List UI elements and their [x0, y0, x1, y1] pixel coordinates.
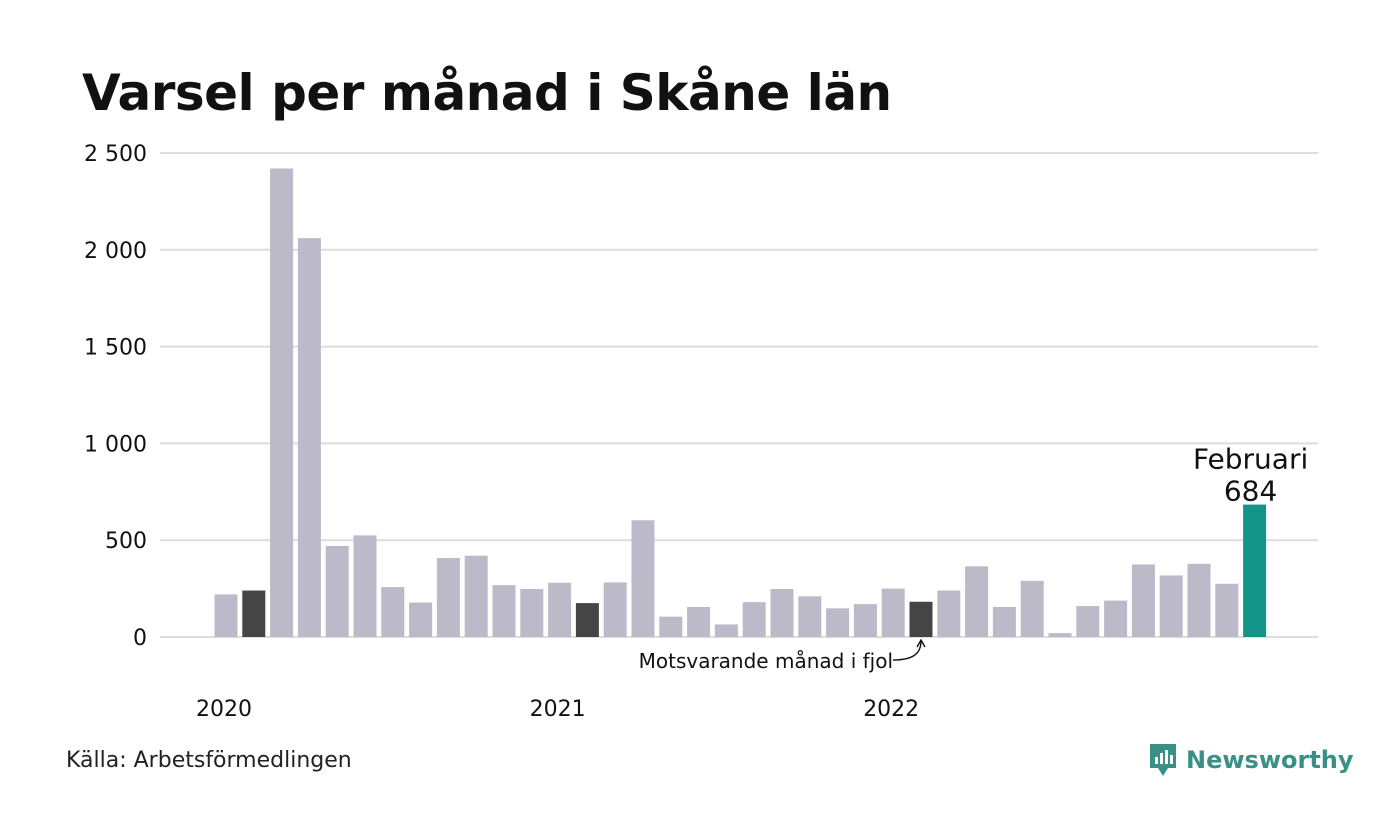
bar-2022-02 [909, 601, 933, 637]
y-tick-label: 1 500 [84, 336, 147, 361]
bar-2022-08 [1076, 606, 1100, 637]
bar-2022-09 [1104, 600, 1128, 637]
y-tick-label: 2 000 [84, 239, 147, 264]
bar-2021-12 [853, 604, 877, 637]
bar-2021-09 [770, 588, 794, 637]
chart-title: Varsel per månad i Skåne län [82, 64, 892, 122]
bar-2022-11 [1159, 575, 1183, 637]
annotations: Februari 684 Motsvarande månad i fjol [639, 443, 1309, 673]
bar-2021-02 [575, 603, 599, 637]
bars [214, 168, 1267, 637]
bar-2021-08 [742, 602, 766, 637]
prev-year-note: Motsvarande månad i fjol [639, 649, 893, 673]
x-tick-label: 2020 [196, 697, 252, 722]
current-value-label: 684 [1224, 475, 1277, 508]
bar-2020-10 [464, 555, 488, 637]
y-tick-label: 0 [133, 626, 147, 651]
bar-2020-02 [242, 590, 266, 637]
bar-2021-10 [798, 596, 822, 637]
x-axis-ticks: 2020 2021 2022 [196, 697, 919, 722]
x-tick-label: 2021 [530, 697, 586, 722]
bar-2022-12 [1187, 563, 1211, 637]
bar-2020-01 [214, 594, 238, 637]
y-axis-ticks: 0 500 1 000 1 500 2 000 2 500 [84, 142, 147, 651]
bar-2020-11 [492, 585, 516, 637]
bar-2022-07 [1048, 633, 1072, 637]
bar-2021-03 [603, 582, 627, 637]
bar-2021-06 [687, 606, 711, 637]
y-tick-label: 500 [105, 529, 147, 554]
bar-2021-01 [548, 582, 572, 637]
bar-2021-04 [631, 520, 655, 637]
bar-2021-11 [826, 608, 850, 637]
bar-2022-04 [965, 566, 989, 637]
prev-year-note-arrowhead [916, 638, 926, 648]
bar-2020-12 [520, 588, 544, 637]
current-month-label: Februari [1193, 443, 1308, 476]
grid-lines [160, 152, 1318, 638]
bar-2020-06 [353, 535, 377, 637]
bar-2020-09 [436, 558, 460, 637]
bar-2023-01 [1215, 583, 1239, 637]
y-tick-label: 2 500 [84, 142, 147, 167]
bar-2022-03 [937, 590, 961, 637]
bar-2020-05 [325, 546, 349, 637]
bar-2022-05 [992, 606, 1016, 637]
bar-2023-02 [1243, 504, 1267, 637]
bar-2022-10 [1131, 564, 1155, 637]
x-tick-label: 2022 [863, 697, 919, 722]
prev-year-note-arrow [892, 640, 922, 661]
bar-chart: 0 500 1 000 1 500 2 000 2 500 2020 2021 2022 Fe… [84, 142, 1318, 722]
y-tick-label: 1 000 [84, 432, 147, 457]
bar-2020-03 [270, 168, 294, 637]
brand-name: Newsworthy [1186, 746, 1354, 774]
bar-2022-06 [1020, 580, 1044, 637]
source-credit: Källa: Arbetsförmedlingen [66, 748, 352, 773]
brand-logo: Newsworthy [1148, 742, 1354, 778]
bar-2020-04 [297, 238, 321, 637]
bar-2022-01 [881, 588, 905, 637]
newsworthy-icon [1150, 744, 1176, 776]
bar-2021-07 [714, 624, 738, 637]
bar-2020-07 [381, 587, 405, 637]
bar-2020-08 [409, 602, 433, 637]
bar-2021-05 [659, 616, 683, 637]
